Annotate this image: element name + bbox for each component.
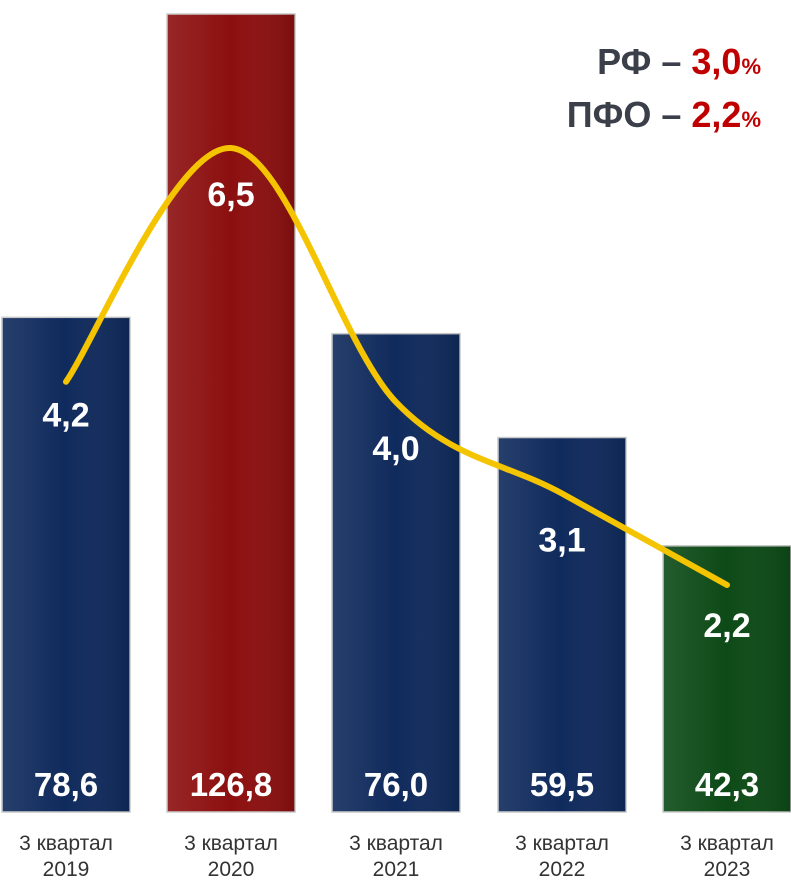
line-value-label-3: 4,0 <box>372 430 419 468</box>
x-tick-label-5-line-2: 2023 <box>704 858 751 881</box>
bar-shine-2 <box>167 14 295 812</box>
bar-shine-4 <box>498 437 626 812</box>
line-value-label-2: 6,5 <box>207 176 254 214</box>
x-tick-label-3-line-2: 2021 <box>373 858 420 881</box>
x-tick-label-5-line-1: 3 квартал <box>680 832 774 855</box>
bar-value-label-4: 59,5 <box>530 766 594 803</box>
x-tick-label-2-line-2: 2020 <box>208 858 255 881</box>
summary-rf: РФ – 3,0% <box>567 38 761 91</box>
x-tick-label-1-line-2: 2019 <box>43 858 90 881</box>
summary-block: РФ – 3,0% ПФО – 2,2% <box>567 38 761 144</box>
bar-shine-5 <box>663 545 791 812</box>
x-tick-label-2-line-1: 3 квартал <box>184 832 278 855</box>
x-tick-label-3-line-1: 3 квартал <box>349 832 443 855</box>
summary-pfo-value: 2,2 <box>691 94 742 135</box>
x-tick-label-4-line-1: 3 квартал <box>515 832 609 855</box>
line-value-label-4: 3,1 <box>538 522 585 560</box>
summary-pfo: ПФО – 2,2% <box>567 91 761 144</box>
line-value-label-1: 4,2 <box>42 397 89 435</box>
line-value-label-5: 2,2 <box>703 607 750 645</box>
bar-shine-3 <box>332 333 460 812</box>
bar-value-label-1: 78,6 <box>34 766 98 803</box>
summary-pfo-percent: % <box>741 107 761 132</box>
summary-pfo-label: ПФО – <box>566 94 692 135</box>
summary-rf-label: РФ – <box>597 41 692 82</box>
bar-value-label-5: 42,3 <box>695 766 759 803</box>
summary-rf-value: 3,0 <box>691 41 742 82</box>
bar-value-label-2: 126,8 <box>190 766 273 803</box>
x-tick-label-4-line-2: 2022 <box>539 858 586 881</box>
bar-shine-1 <box>2 317 130 812</box>
summary-rf-percent: % <box>741 54 761 79</box>
bar-value-label-3: 76,0 <box>364 766 428 803</box>
line-series <box>63 144 730 588</box>
x-tick-label-1-line-1: 3 квартал <box>19 832 113 855</box>
